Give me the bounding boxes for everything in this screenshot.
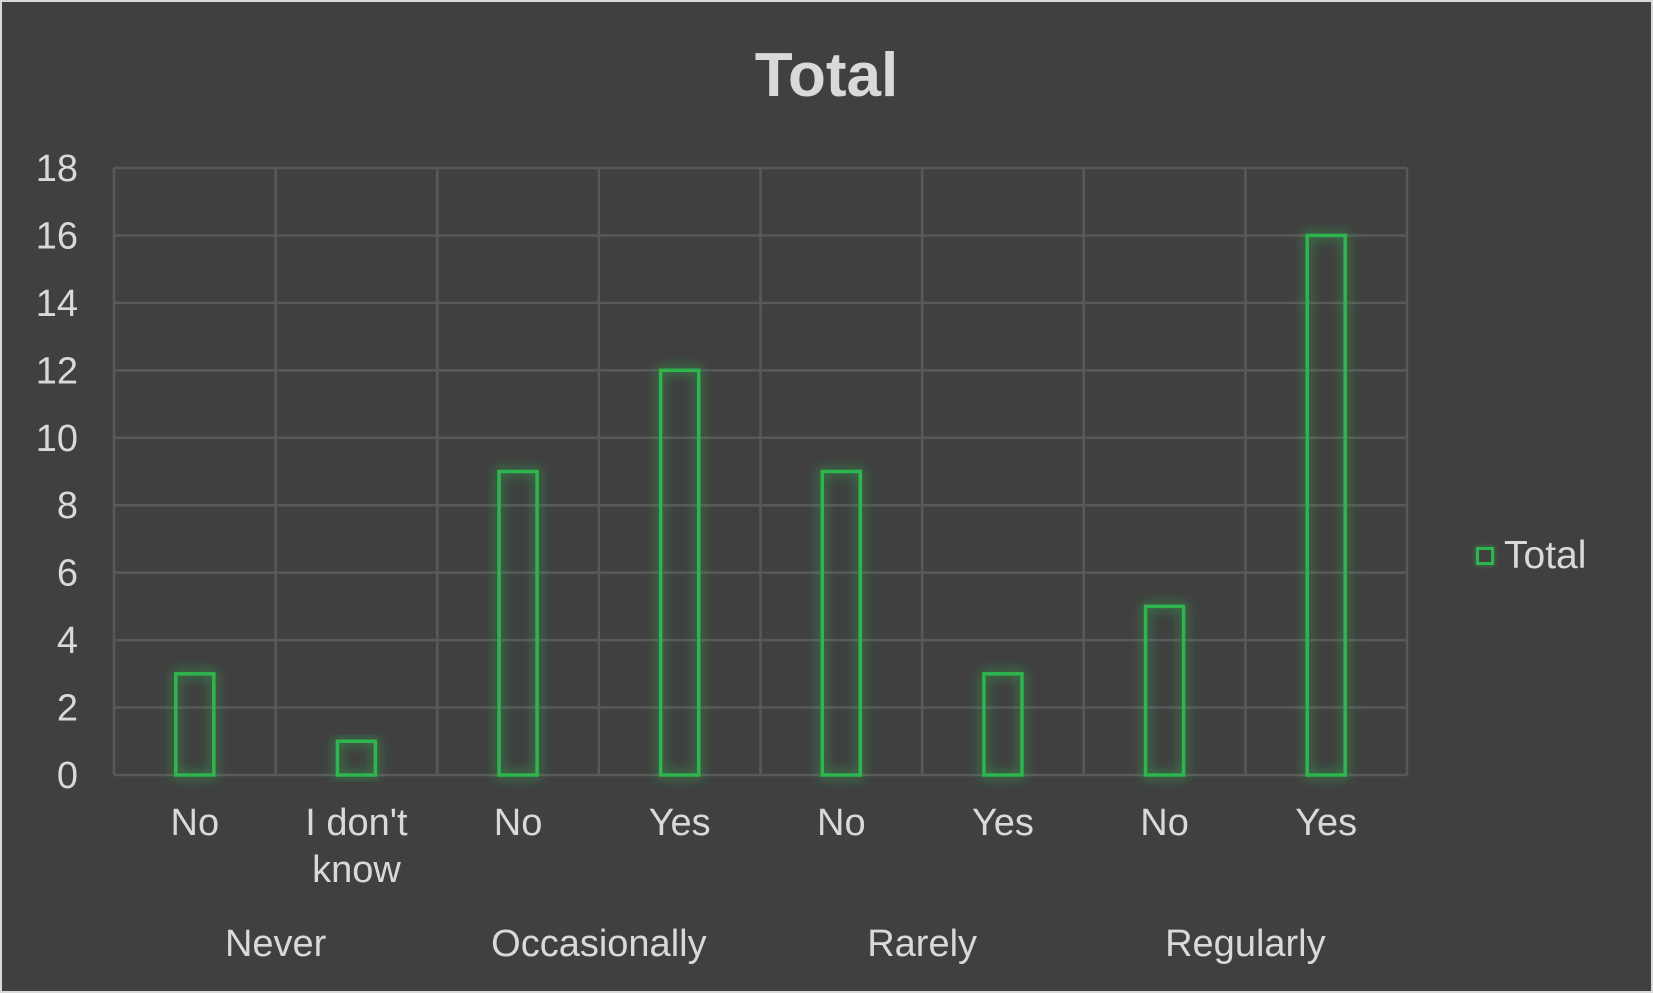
x-tick-label: Yes (972, 802, 1034, 844)
x-group-label: Occasionally (491, 923, 706, 965)
y-tick-label: 14 (36, 283, 78, 325)
y-tick-label: 2 (57, 688, 78, 730)
gridlines (112, 166, 1409, 777)
bar (1305, 233, 1347, 777)
y-tick-label: 18 (36, 148, 78, 190)
x-tick-label: Yes (1295, 802, 1357, 844)
bar (497, 469, 539, 777)
x-group-label: Never (225, 923, 327, 965)
bar (1143, 604, 1186, 777)
x-tick-label: I don't know (305, 802, 408, 891)
bar (982, 672, 1024, 777)
x-axis-groups: Never Occasionally Rarely Regularly (225, 923, 1326, 965)
y-axis-ticks: 0 2 4 6 8 10 12 14 16 18 (36, 148, 78, 797)
y-tick-label: 4 (57, 620, 78, 662)
legend: Total (1476, 534, 1586, 578)
x-tick-label: No (171, 802, 220, 844)
x-tick-label: No (817, 802, 866, 844)
x-group-label: Regularly (1165, 923, 1326, 965)
x-axis-ticks: No I don't know No Yes No Yes No Yes (171, 802, 1358, 891)
bar (820, 469, 863, 777)
y-tick-label: 16 (36, 215, 78, 257)
bars (174, 233, 1347, 777)
x-tick-label: Yes (649, 802, 711, 844)
x-tick-label: No (1140, 802, 1189, 844)
bar (335, 739, 378, 777)
y-tick-label: 6 (57, 553, 78, 595)
bar (658, 368, 701, 777)
x-group-label: Rarely (867, 923, 977, 965)
legend-swatch (1476, 547, 1494, 565)
chart-title: Total (754, 41, 899, 110)
x-tick-label: No (494, 802, 543, 844)
legend-label: Total (1504, 534, 1587, 577)
bar (174, 672, 216, 777)
y-tick-label: 12 (36, 350, 78, 392)
y-tick-label: 0 (57, 755, 78, 797)
y-tick-label: 10 (36, 418, 78, 460)
y-tick-label: 8 (57, 485, 78, 527)
